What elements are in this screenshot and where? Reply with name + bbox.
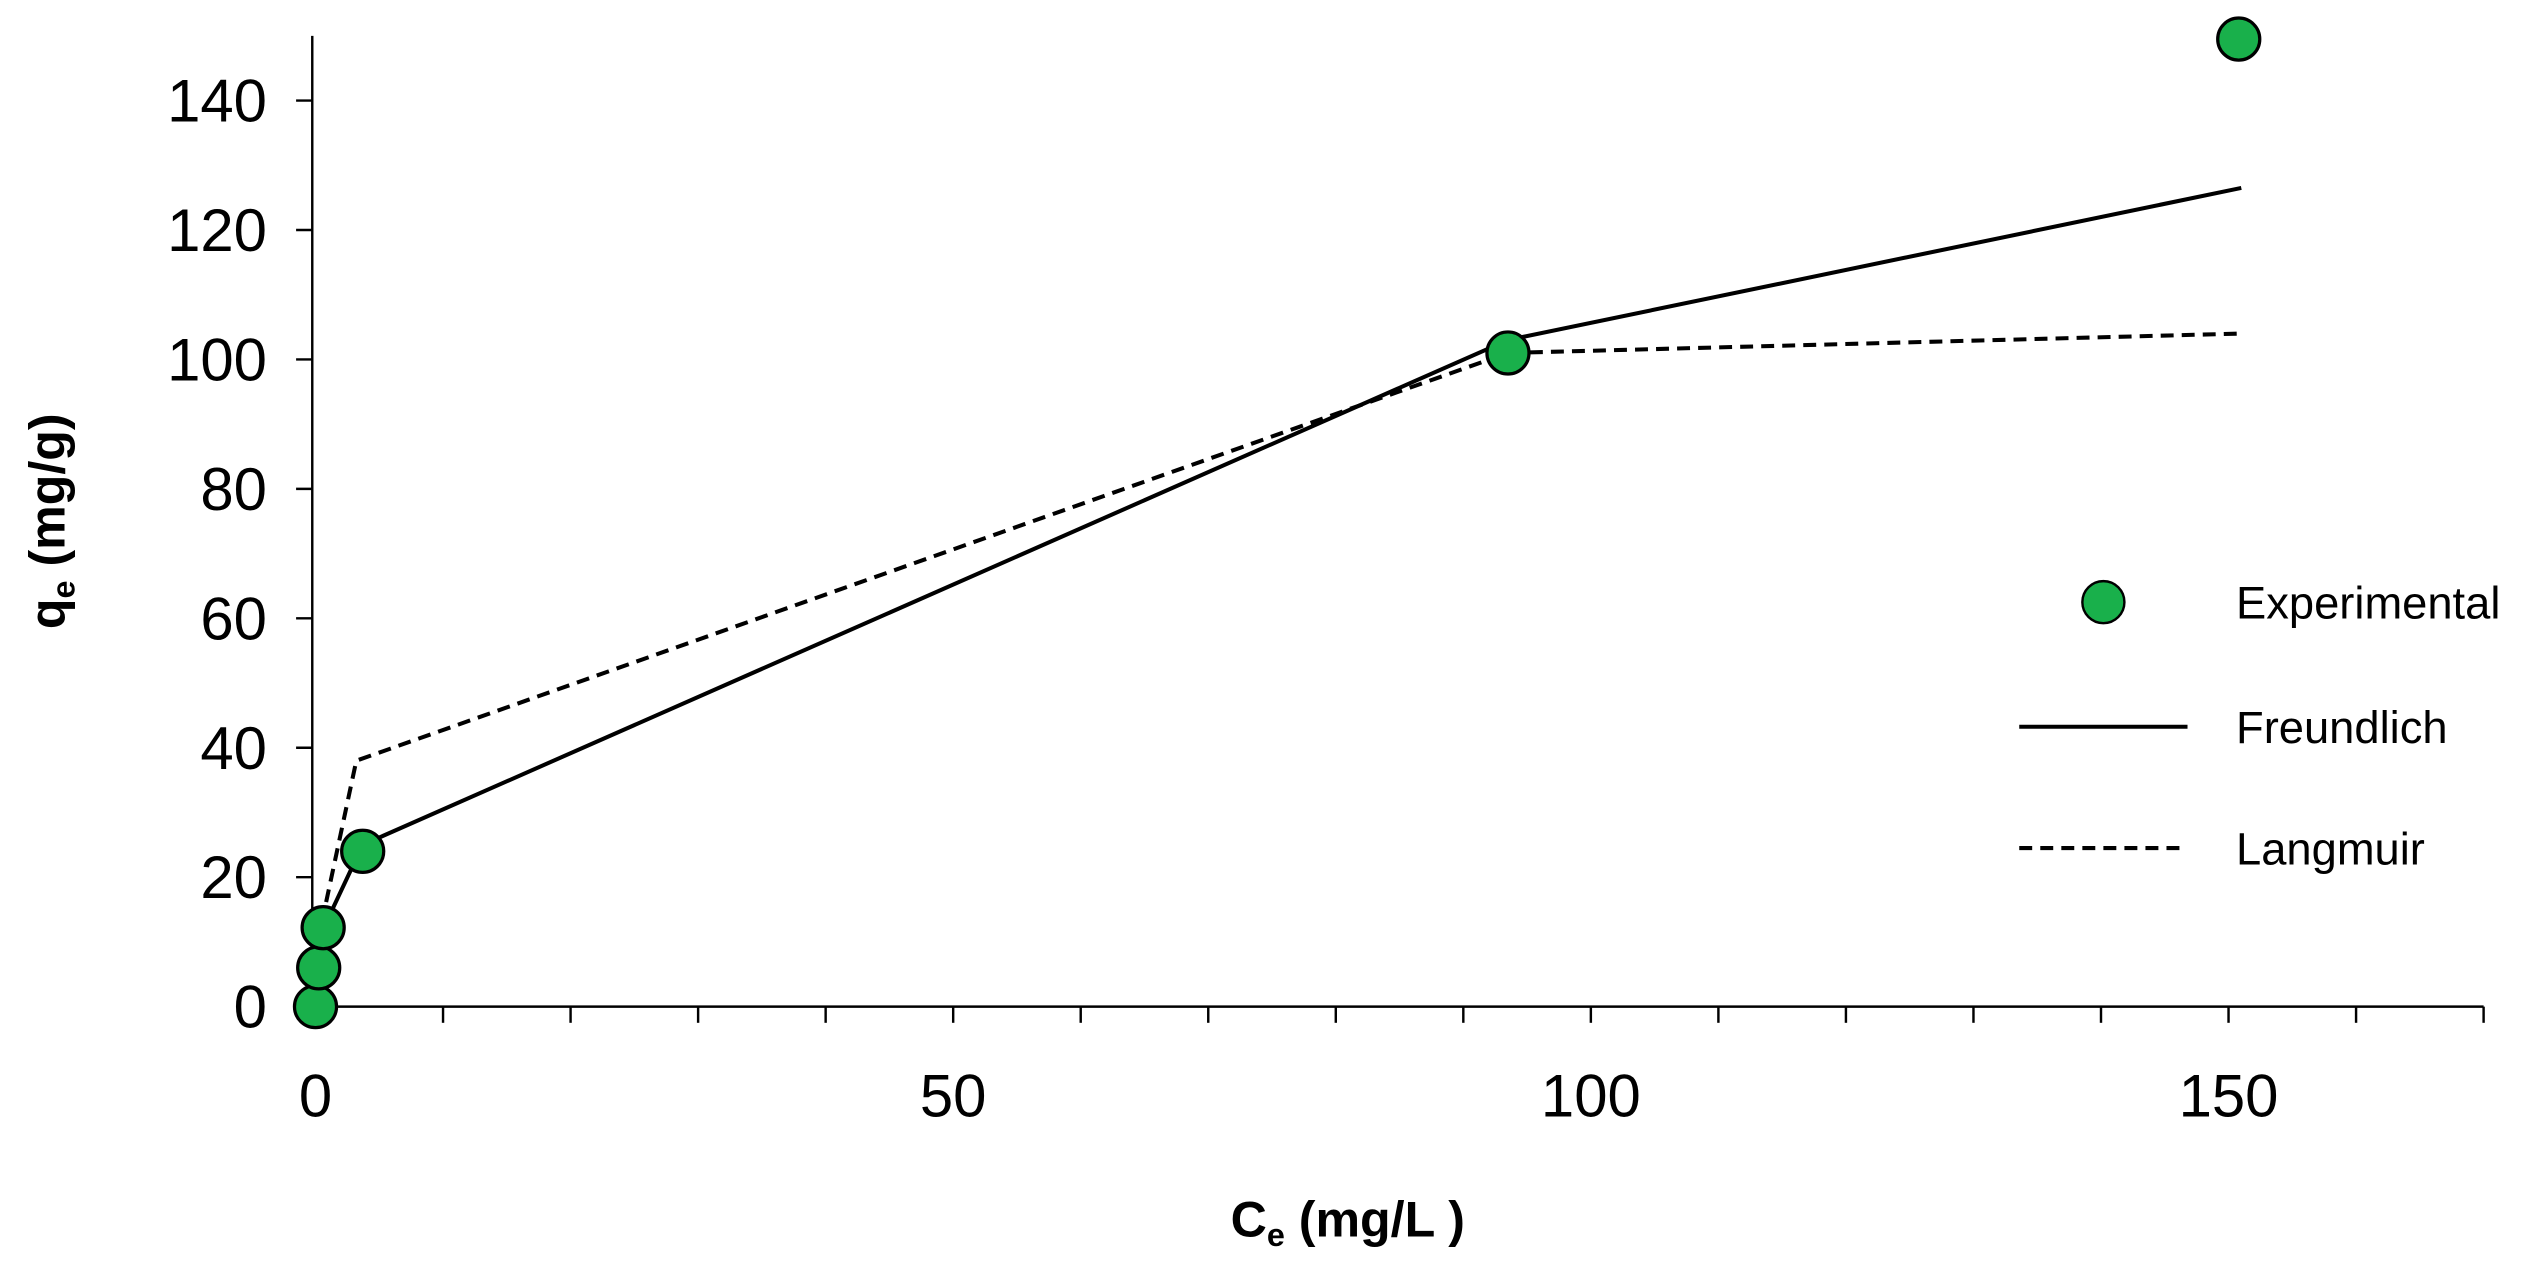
x-tick-label: 0	[299, 1063, 332, 1130]
line-dashed	[313, 331, 2242, 1007]
y-label-rest: (mg/g)	[20, 413, 76, 580]
data-point	[1485, 330, 1531, 376]
legend-label: Freundlich	[2236, 702, 2447, 753]
x-tick-label: 150	[2179, 1063, 2279, 1130]
data-point	[340, 828, 386, 874]
data-point	[296, 945, 342, 991]
x-label-main: C	[1231, 1191, 1267, 1247]
legend-marker	[2081, 579, 2126, 625]
legend-label: Langmuir	[2236, 823, 2425, 874]
line-solid	[313, 185, 2242, 1007]
y-tick-label: 0	[234, 974, 267, 1041]
legend-label: Experimental	[2236, 577, 2500, 628]
y-tick-label: 140	[167, 68, 267, 135]
y-tick-label: 20	[200, 844, 267, 911]
y-tick-label: 60	[200, 585, 267, 652]
y-tick-label: 40	[200, 715, 267, 782]
data-point	[292, 983, 339, 1030]
x-tick-label: 100	[1541, 1063, 1641, 1130]
y-tick-label: 100	[167, 326, 267, 393]
y-axis-label: qe (mg/g)	[20, 413, 82, 629]
x-label-rest: (mg/L )	[1285, 1191, 1465, 1247]
x-label-sub: e	[1267, 1217, 1285, 1253]
y-tick-label: 120	[167, 197, 267, 264]
x-axis-label: Ce (mg/L )	[1231, 1191, 1465, 1253]
y-label-main: q	[20, 598, 76, 629]
y-label-sub: e	[45, 580, 81, 598]
data-point	[300, 905, 346, 951]
x-tick-label: 50	[920, 1063, 987, 1130]
data-point	[2216, 16, 2262, 62]
y-tick-label: 80	[200, 456, 267, 523]
